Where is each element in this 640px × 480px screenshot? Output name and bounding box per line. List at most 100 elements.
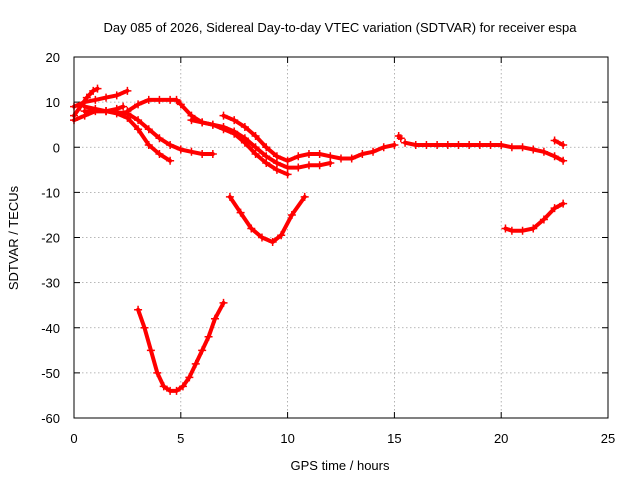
data-point (251, 131, 260, 140)
data-point (176, 145, 185, 154)
data-point (134, 100, 143, 109)
data-point (251, 150, 260, 159)
y-tick-label: -10 (41, 185, 60, 200)
data-point (123, 86, 132, 95)
data-point (198, 150, 207, 159)
data-point (240, 122, 249, 131)
data-point (119, 102, 128, 111)
y-tick-label: -40 (41, 321, 60, 336)
data-point (272, 159, 281, 168)
data-point (272, 152, 281, 161)
data-point (518, 226, 527, 235)
y-tick-label: 0 (53, 140, 60, 155)
data-point (257, 233, 266, 242)
x-tick-label: 25 (601, 431, 615, 446)
data-point (176, 100, 185, 109)
data-point (507, 226, 516, 235)
data-point (337, 154, 345, 163)
data-point (262, 143, 271, 152)
data-point (191, 359, 200, 368)
data-point (93, 84, 102, 93)
series-arc-n (136, 300, 226, 393)
data-point (507, 143, 516, 152)
data-point (172, 95, 181, 104)
data-point (155, 150, 164, 159)
data-point (539, 215, 548, 224)
grid (74, 57, 608, 418)
data-point (146, 346, 155, 355)
data-point (347, 154, 356, 163)
data-point (454, 140, 463, 149)
data-point (529, 224, 538, 233)
y-tick-label: -60 (41, 411, 60, 426)
data-point (172, 386, 181, 395)
data-point (369, 147, 378, 156)
data-point (219, 298, 228, 307)
data-point (518, 143, 527, 152)
data-point (155, 95, 164, 104)
data-point (268, 238, 277, 247)
data-point (219, 111, 228, 120)
data-point (225, 192, 234, 201)
y-tick-label: -20 (41, 231, 60, 246)
data-point (89, 86, 98, 95)
series-arc-l (227, 194, 307, 244)
data-point (247, 224, 256, 233)
data-point (155, 134, 164, 143)
data-point (198, 346, 207, 355)
data-point (277, 231, 286, 240)
series-arc-b (72, 88, 130, 109)
data-point (283, 163, 292, 172)
data-point (80, 107, 89, 116)
data-series (70, 84, 568, 395)
data-point (294, 152, 303, 161)
data-point (486, 140, 495, 149)
data-point (187, 147, 196, 156)
data-point (140, 323, 149, 332)
data-point (401, 138, 410, 147)
data-point (550, 152, 559, 161)
data-point (262, 159, 271, 168)
data-point (251, 143, 260, 152)
data-point (550, 136, 559, 145)
data-point (230, 116, 239, 125)
data-point (144, 95, 153, 104)
y-tick-label: 10 (46, 95, 60, 110)
data-point (240, 134, 249, 143)
data-point (315, 150, 324, 159)
data-point (501, 224, 510, 233)
y-axis-label: SDTVAR / TECUs (6, 185, 21, 290)
data-point (539, 147, 548, 156)
data-point (102, 93, 111, 102)
data-point (159, 382, 168, 391)
data-point (465, 140, 474, 149)
series-arc-j (403, 140, 566, 163)
data-point (433, 140, 442, 149)
data-point (390, 140, 399, 149)
data-point (144, 140, 153, 149)
data-point (91, 95, 100, 104)
data-point (497, 140, 506, 149)
x-axis-label: GPS time / hours (291, 458, 390, 473)
x-tick-label: 5 (177, 431, 184, 446)
data-point (559, 199, 568, 208)
data-point (550, 204, 559, 213)
data-point (326, 159, 335, 168)
data-point (422, 140, 431, 149)
data-point (411, 140, 420, 149)
data-point (262, 152, 271, 161)
data-point (287, 210, 296, 219)
data-point (134, 305, 143, 314)
data-point (166, 156, 175, 165)
data-point (529, 145, 538, 154)
data-point (144, 125, 153, 134)
data-point (112, 91, 121, 100)
data-point (236, 208, 245, 217)
data-point (294, 163, 303, 172)
data-point (304, 161, 313, 170)
data-point (300, 192, 309, 201)
data-point (178, 382, 187, 391)
data-point (475, 140, 484, 149)
data-point (208, 120, 217, 129)
